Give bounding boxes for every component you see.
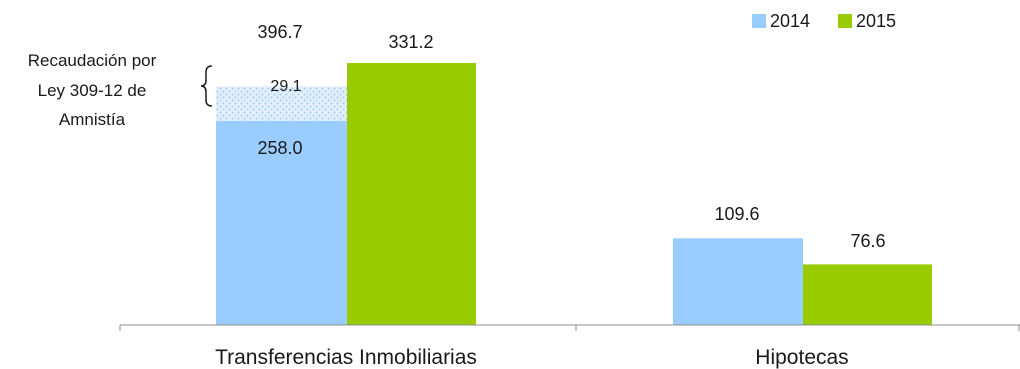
- data-label: 29.1: [270, 78, 301, 95]
- x-tick-label: Hipotecas: [755, 346, 848, 369]
- annotation-line: Recaudación por: [28, 51, 157, 70]
- legend-label-2015: 2015: [856, 11, 896, 31]
- data-label: 331.2: [388, 32, 433, 52]
- annotation-line: Ley 309-12 de: [38, 81, 147, 100]
- annotation-line: Amnistía: [59, 110, 126, 129]
- legend-label-2014: 2014: [770, 11, 810, 31]
- annotation-brace: [200, 65, 213, 107]
- bar-hipotecas-2015: [803, 264, 932, 325]
- data-label: 76.6: [850, 231, 885, 251]
- data-label: 396.7: [257, 22, 302, 42]
- bar-hipotecas-2014: [673, 238, 803, 325]
- bar-transferencias-2014-base: [216, 120, 347, 325]
- x-tick-label: Transferencias Inmobiliarias: [215, 346, 477, 369]
- bar-transferencias-2014-amnistia: [216, 86, 347, 121]
- legend-swatch-2015: [838, 14, 852, 28]
- legend-swatch-2014: [752, 14, 766, 28]
- data-label: 109.6: [714, 204, 759, 224]
- data-label: 258.0: [257, 138, 302, 158]
- bar-transferencias-2015: [347, 63, 476, 325]
